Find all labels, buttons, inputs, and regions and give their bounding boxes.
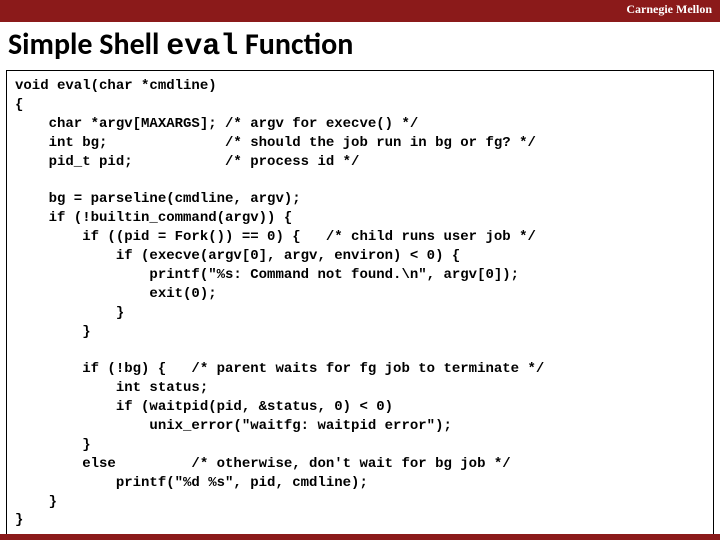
brand-label: Carnegie Mellon	[626, 2, 712, 17]
code-block: void eval(char *cmdline) { char *argv[MA…	[6, 70, 714, 540]
header-bar: Carnegie Mellon	[0, 0, 720, 22]
title-mono: eval	[166, 30, 238, 64]
footer-bar	[0, 534, 720, 540]
title-suffix: Function	[238, 26, 353, 63]
slide-title: Simple Shell eval Function	[0, 22, 720, 70]
title-prefix: Simple Shell	[8, 26, 166, 63]
